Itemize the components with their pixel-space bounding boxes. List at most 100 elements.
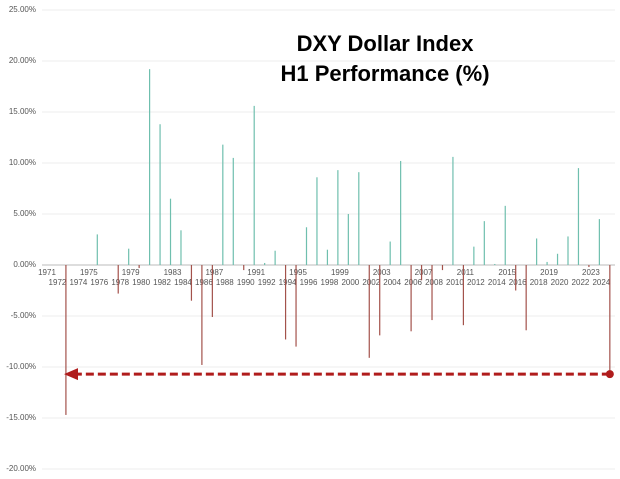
x-tick-label: 2022 [572, 278, 590, 287]
bar [138, 265, 140, 269]
bar [169, 198, 172, 265]
bar [452, 156, 454, 265]
x-tick-label: 2014 [488, 278, 506, 287]
x-tick-label: 1972 [49, 278, 67, 287]
bar [347, 214, 349, 265]
bar [577, 168, 580, 265]
x-tick-label: 1995 [289, 268, 307, 277]
bar [180, 230, 182, 265]
x-tick-label: 1999 [331, 268, 349, 277]
bar [326, 249, 329, 265]
x-tick-label: 2007 [415, 268, 433, 277]
x-tick-label: 2023 [582, 268, 600, 277]
bar [337, 170, 339, 265]
x-tick-label: 1988 [216, 278, 234, 287]
bar [462, 265, 464, 326]
bar [368, 265, 370, 358]
x-tick-label: 1996 [300, 278, 318, 287]
x-tick-label: 1990 [237, 278, 255, 287]
bar [598, 219, 600, 265]
highlight-arrowhead [64, 368, 78, 381]
x-tick-label: 1998 [321, 278, 339, 287]
y-tick-label: 5.00% [13, 209, 36, 218]
x-tick-label: 2019 [540, 268, 558, 277]
y-tick-label: -5.00% [11, 311, 36, 320]
bar [222, 144, 224, 265]
bar [556, 253, 559, 265]
bar [117, 265, 119, 294]
highlight-dot [605, 370, 614, 379]
chart-title: DXY Dollar Index [297, 31, 475, 56]
x-tick-label: 1976 [90, 278, 108, 287]
bar [128, 248, 130, 265]
bar [431, 265, 433, 321]
bar [536, 238, 538, 265]
bar [295, 265, 297, 347]
x-tick-label: 1980 [132, 278, 150, 287]
x-tick-label: 1991 [247, 268, 265, 277]
bar [232, 157, 234, 265]
bar [159, 124, 161, 266]
bar [494, 263, 496, 265]
x-tick-label: 1992 [258, 278, 276, 287]
bar [588, 265, 590, 268]
x-tick-label: 2020 [551, 278, 569, 287]
bar [149, 69, 151, 265]
bar [201, 265, 203, 365]
x-tick-label: 1982 [153, 278, 171, 287]
x-tick-label: 2002 [362, 278, 380, 287]
x-tick-label: 2011 [457, 268, 475, 277]
bar [305, 227, 308, 265]
x-tick-label: 2006 [404, 278, 422, 287]
x-tick-label: 2004 [383, 278, 401, 287]
bar [389, 241, 391, 265]
bar [504, 205, 506, 265]
x-tick-label: 1979 [122, 268, 140, 277]
bar [420, 265, 423, 281]
x-tick-label: 2010 [446, 278, 464, 287]
bar [264, 262, 266, 265]
bar [525, 265, 527, 331]
y-tick-label: 10.00% [9, 158, 36, 167]
chart-subtitle: H1 Performance (%) [280, 61, 489, 86]
x-tick-label: 2015 [498, 268, 516, 277]
bar [400, 160, 402, 265]
bar [358, 172, 360, 265]
x-tick-label: 1994 [279, 278, 297, 287]
bar [379, 265, 381, 336]
x-tick-label: 2008 [425, 278, 443, 287]
x-tick-label: 1984 [174, 278, 192, 287]
x-tick-label: 1975 [80, 268, 98, 277]
bar [190, 265, 193, 301]
x-tick-label: 1974 [69, 278, 87, 287]
y-tick-label: 0.00% [13, 260, 36, 269]
bar [473, 246, 475, 265]
x-tick-label: 1971 [38, 268, 56, 277]
x-tick-label: 1983 [164, 268, 182, 277]
x-tick-label: 1987 [205, 268, 223, 277]
x-tick-label: 2018 [530, 278, 548, 287]
y-tick-label: -15.00% [6, 413, 36, 422]
y-tick-label: 15.00% [9, 107, 36, 116]
bar [483, 221, 485, 265]
x-tick-label: 2003 [373, 268, 391, 277]
x-tick-label: 2024 [592, 278, 610, 287]
bar [253, 105, 255, 265]
bar [410, 265, 412, 332]
x-tick-label: 2012 [467, 278, 485, 287]
bar [546, 261, 548, 265]
bar [96, 234, 98, 265]
y-tick-label: 20.00% [9, 56, 36, 65]
bar [243, 265, 245, 271]
x-tick-label: 2000 [341, 278, 359, 287]
x-tick-label: 1978 [111, 278, 129, 287]
bar [284, 265, 287, 340]
y-tick-label: -10.00% [6, 362, 36, 371]
y-tick-label: 25.00% [9, 5, 36, 14]
bar [65, 265, 67, 415]
bar [316, 177, 318, 265]
x-tick-label: 1986 [195, 278, 213, 287]
bar [515, 265, 517, 291]
